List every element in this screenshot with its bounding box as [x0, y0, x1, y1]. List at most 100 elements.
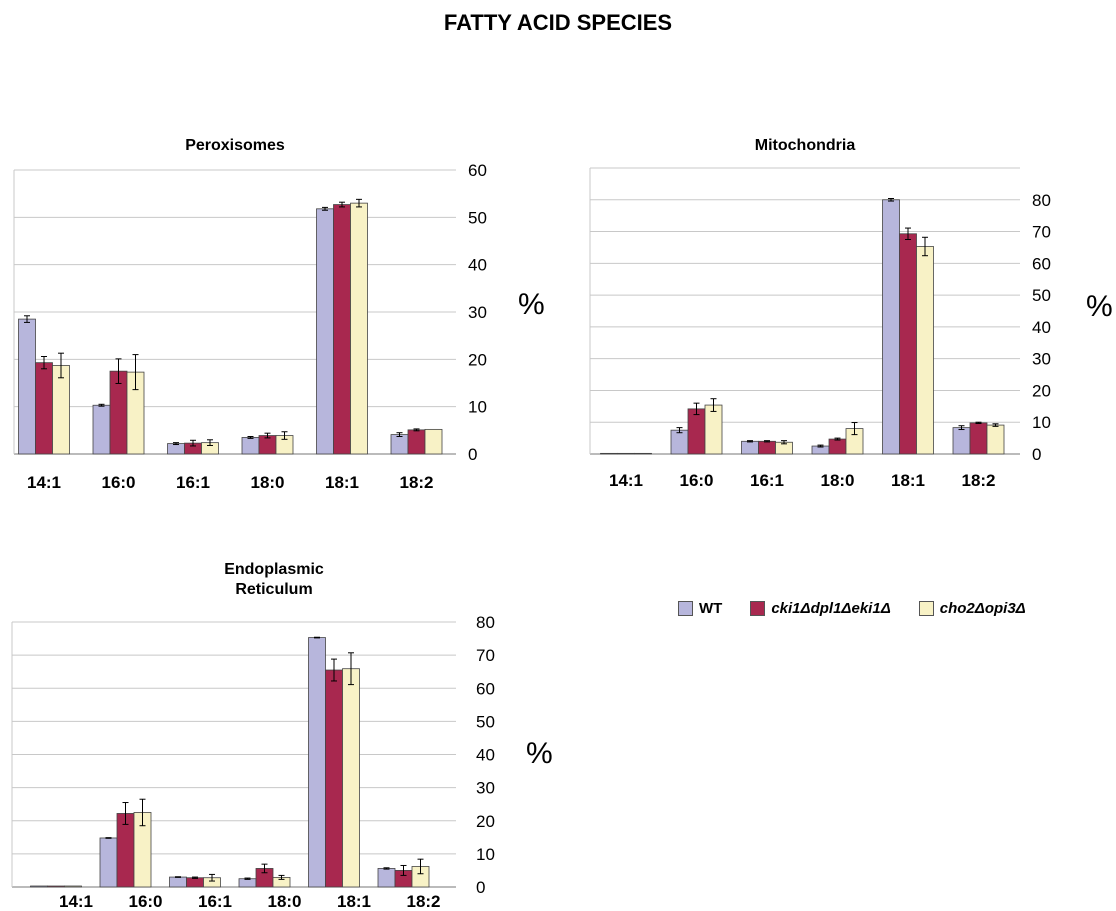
bar	[325, 669, 343, 888]
x-tick-label: 18:2	[399, 473, 433, 492]
bar	[47, 885, 65, 888]
bar	[758, 440, 776, 455]
bar	[634, 452, 652, 455]
y-tick-label: 20	[468, 350, 487, 369]
y-axis-label: %	[518, 288, 545, 321]
x-tick-label: 18:2	[406, 892, 440, 911]
x-tick-label: 18:0	[267, 892, 301, 911]
y-tick-label: 0	[468, 445, 477, 464]
chart-1: 0 10 20 30 40 50 60 70 80% Mitochondria 14:1 16:0 16…	[589, 137, 1113, 490]
y-tick-label: 60	[476, 679, 495, 698]
x-tick-label: 16:0	[101, 473, 135, 492]
bar	[424, 428, 443, 455]
y-tick-label: 0	[476, 878, 485, 897]
bar	[316, 208, 334, 455]
chart-0: 0 10 20 30 40 50 60% Peroxisomes 14:1 16:0 16:1 18:…	[13, 137, 545, 492]
y-axis-label: %	[526, 737, 553, 770]
x-tick-label: 18:1	[325, 473, 359, 492]
y-tick-label: 0	[1032, 445, 1041, 464]
legend-label-cki1: cki1Δdpl1Δeki1Δ	[771, 600, 891, 617]
bar	[18, 318, 36, 455]
y-tick-label: 30	[476, 779, 495, 798]
y-tick-label: 70	[476, 646, 495, 665]
y-tick-label: 40	[468, 256, 487, 275]
bar	[35, 362, 53, 455]
bar	[916, 246, 934, 455]
bar	[186, 877, 204, 888]
bar	[390, 434, 409, 455]
y-tick-label: 20	[476, 812, 495, 831]
bar	[30, 885, 48, 888]
bar	[167, 443, 185, 455]
bar	[617, 452, 635, 455]
y-tick-label: 80	[476, 613, 495, 632]
bar	[99, 837, 118, 888]
legend-item-cho2: cho2Δopi3Δ	[918, 600, 1026, 617]
x-tick-label: 14:1	[609, 471, 643, 490]
y-tick-label: 30	[468, 303, 487, 322]
y-tick-label: 50	[1032, 286, 1051, 305]
bar	[350, 202, 368, 455]
legend-swatch-wt	[678, 601, 693, 616]
bar	[986, 424, 1005, 455]
bar	[169, 876, 187, 888]
legend-label-cho2: cho2Δopi3Δ	[939, 600, 1026, 617]
bar	[687, 408, 706, 455]
bar	[241, 437, 260, 455]
bar	[704, 404, 723, 455]
bar	[828, 438, 847, 455]
bar	[92, 404, 111, 455]
bar	[882, 199, 900, 455]
bar	[238, 878, 257, 888]
bar	[952, 427, 971, 455]
x-tick-label: 14:1	[59, 892, 93, 911]
x-tick-label: 16:0	[128, 892, 162, 911]
y-tick-label: 40	[476, 746, 495, 765]
y-tick-label: 30	[1032, 350, 1051, 369]
legend-swatch-cho2	[918, 601, 934, 616]
bar	[333, 204, 351, 455]
y-tick-label: 50	[476, 712, 495, 731]
x-tick-label: 18:0	[250, 473, 284, 492]
chart-title: Peroxisomes	[185, 137, 285, 154]
x-tick-label: 16:0	[679, 471, 713, 490]
chart-2: 0 10 20 30 40 50 60 70 80% Endoplasmic Reticulum 14…	[11, 561, 553, 911]
bar	[600, 452, 618, 455]
bar	[64, 885, 82, 888]
bar	[670, 429, 689, 455]
y-tick-label: 10	[1032, 413, 1051, 432]
bar	[407, 429, 426, 455]
bar	[377, 868, 396, 888]
chart-title: Mitochondria	[755, 137, 856, 154]
x-tick-label: 18:1	[337, 892, 371, 911]
x-tick-label: 14:1	[27, 473, 61, 492]
x-tick-label: 18:1	[891, 471, 925, 490]
bar	[308, 637, 326, 888]
y-tick-label: 70	[1032, 223, 1051, 242]
legend-label-wt: WT	[699, 600, 723, 617]
x-tick-label: 18:2	[961, 471, 995, 490]
y-tick-label: 10	[468, 398, 487, 417]
x-tick-label: 16:1	[750, 471, 784, 490]
y-tick-label: 60	[468, 161, 487, 180]
chart-title: Endoplasmic	[224, 561, 324, 578]
y-tick-label: 50	[468, 208, 487, 227]
legend-swatch-cki1	[750, 601, 766, 616]
y-tick-label: 80	[1032, 191, 1051, 210]
legend: WT cki1Δdpl1Δeki1Δ cho2Δopi3Δ	[678, 600, 1026, 617]
bar	[899, 233, 917, 455]
y-axis-label: %	[1086, 290, 1113, 323]
bar	[969, 422, 988, 455]
y-tick-label: 10	[476, 845, 495, 864]
y-tick-label: 40	[1032, 318, 1051, 337]
bar	[52, 365, 70, 455]
legend-item-wt: WT	[678, 600, 722, 617]
chart-title: Reticulum	[235, 581, 312, 598]
x-tick-label: 16:1	[198, 892, 232, 911]
y-tick-label: 60	[1032, 254, 1051, 273]
figure-title: FATTY ACID SPECIES	[443, 10, 673, 35]
x-tick-label: 16:1	[176, 473, 210, 492]
bar	[342, 668, 360, 888]
legend-item-cki1: cki1Δdpl1Δeki1Δ	[750, 600, 891, 617]
x-tick-label: 18:0	[820, 471, 854, 490]
